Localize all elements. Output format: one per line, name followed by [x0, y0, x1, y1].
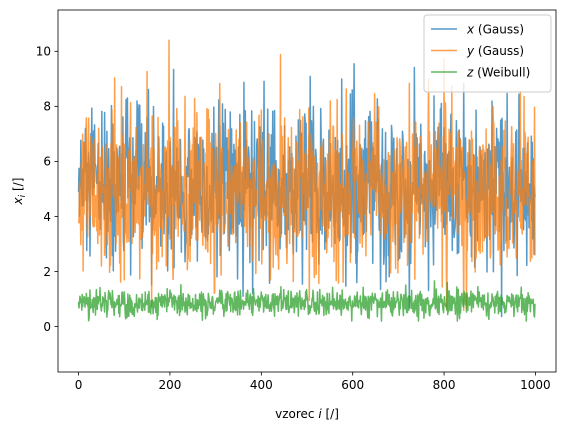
plot-frame — [57, 9, 557, 373]
x-tick-label: 1000 — [520, 378, 551, 392]
legend-item-x: x (Gauss) — [431, 22, 524, 36]
x-tick-label: 400 — [250, 378, 273, 392]
y-tick-label: 0 — [43, 320, 51, 334]
x-axis-ticks: 0 200 400 600 800 1000 — [75, 372, 551, 392]
x-axis-label: vzorec i [/] — [275, 407, 339, 421]
legend-item-z: z (Weibull) — [431, 65, 530, 79]
legend-label: x (Gauss) — [466, 22, 524, 36]
y-tick-label: 4 — [43, 210, 51, 224]
legend: x (Gauss) y (Gauss) z (Weibull) — [423, 14, 552, 93]
series-line-y — [77, 39, 536, 312]
y-tick-label: 2 — [43, 265, 51, 279]
x-tick-label: 0 — [75, 378, 83, 392]
y-tick-label: 10 — [36, 45, 51, 59]
y-axis-ticks: 0 2 4 6 8 10 — [36, 45, 58, 334]
series-line-z — [77, 280, 536, 322]
x-tick-label: 200 — [158, 378, 181, 392]
x-tick-label: 800 — [433, 378, 456, 392]
legend-label: y (Gauss) — [466, 44, 524, 58]
x-tick-label: 600 — [341, 378, 364, 392]
legend-item-y: y (Gauss) — [431, 44, 524, 58]
y-axis-label: xi [/] — [11, 178, 28, 206]
series-layer — [77, 39, 536, 322]
legend-label: z (Weibull) — [466, 65, 530, 79]
y-tick-label: 6 — [43, 155, 51, 169]
y-tick-label: 8 — [43, 100, 51, 114]
